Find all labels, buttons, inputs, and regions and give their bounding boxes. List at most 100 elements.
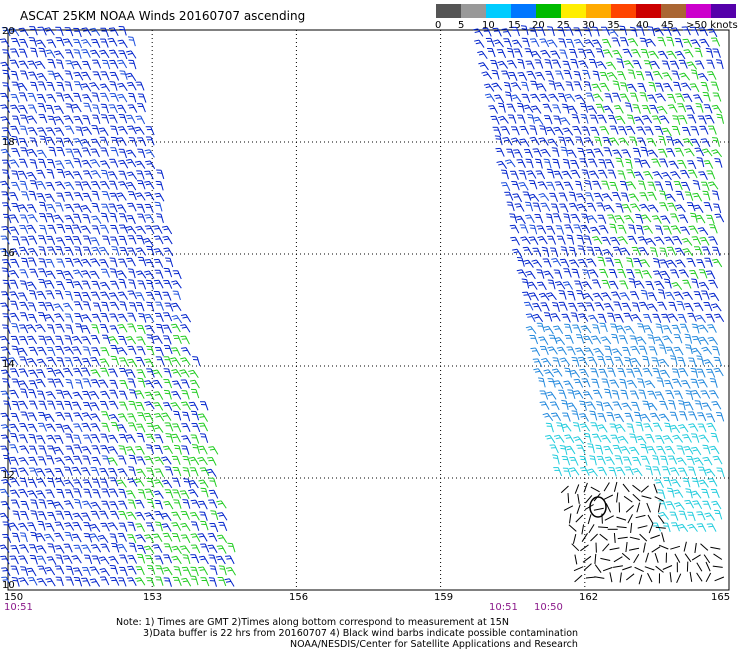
- wind-barb-flag: [110, 215, 116, 218]
- wind-barb: [58, 435, 64, 445]
- wind-barb-flag: [126, 511, 132, 514]
- wind-barb: [169, 258, 174, 268]
- wind-barb-flag: [55, 323, 61, 326]
- wind-barb-flag: [671, 282, 677, 285]
- wind-barb-flag: [664, 236, 670, 239]
- wind-barb: [85, 72, 91, 81]
- wind-barb: [151, 335, 155, 344]
- wind-barb: [5, 390, 11, 400]
- wind-barb: [709, 115, 715, 124]
- wind-barb: [23, 225, 29, 234]
- wind-barb: [679, 247, 685, 257]
- wind-barb: [88, 533, 93, 543]
- wind-barb-flag: [109, 173, 115, 176]
- wind-barb: [86, 500, 93, 509]
- wind-barb: [121, 544, 128, 553]
- wind-barb: [505, 70, 511, 80]
- wind-barb: [159, 270, 164, 279]
- wind-barb: [5, 479, 12, 488]
- wind-barb-flag: [216, 545, 222, 547]
- wind-barb: [552, 280, 556, 290]
- wind-barb: [93, 82, 100, 91]
- wind-barb: [67, 368, 74, 377]
- wind-barb: [130, 511, 137, 520]
- wind-barb-flag: [55, 504, 61, 507]
- wind-barb: [697, 204, 704, 214]
- wind-barb-flag: [127, 36, 133, 38]
- legend-label: 10: [482, 20, 495, 31]
- wind-barb-flag: [20, 30, 26, 32]
- wind-barb-flag: [556, 184, 562, 186]
- wind-barb-flag: [209, 547, 215, 549]
- wind-barb-flag: [164, 503, 170, 506]
- wind-barb: [703, 27, 708, 37]
- wind-barb-flag: [82, 370, 88, 372]
- wind-barb: [130, 73, 137, 82]
- wind-barb: [69, 434, 74, 443]
- wind-barb: [51, 512, 57, 521]
- wind-barb: [158, 248, 164, 257]
- wind-barb-flag: [145, 160, 151, 163]
- wind-barb: [165, 412, 172, 421]
- wind-barb-flag: [2, 570, 8, 572]
- wind-barb-flag: [46, 500, 52, 502]
- wind-barb: [114, 269, 118, 279]
- wind-barb-flag: [47, 370, 54, 373]
- wind-barb-flag: [474, 39, 480, 42]
- wind-barb-flag: [35, 39, 41, 42]
- wind-barb: [551, 236, 557, 245]
- wind-barb: [95, 215, 102, 224]
- wind-barb: [582, 60, 589, 69]
- wind-barb: [512, 114, 517, 124]
- wind-barb-flag: [536, 225, 542, 227]
- legend-label: 5: [458, 20, 465, 31]
- wind-barb-flag: [639, 203, 645, 207]
- wind-barb: [13, 390, 20, 399]
- wind-barb-flag: [171, 545, 177, 548]
- wind-barb: [175, 323, 181, 333]
- wind-barb: [130, 226, 137, 235]
- wind-barb-flag: [116, 479, 122, 482]
- wind-barb-flag: [616, 118, 622, 121]
- wind-barb-flag: [65, 503, 71, 505]
- wind-barb-flag: [27, 577, 33, 579]
- wind-barb-flag: [54, 369, 60, 372]
- wind-barb: [159, 522, 163, 532]
- wind-barb-flag: [601, 292, 607, 295]
- wind-barb: [4, 336, 10, 345]
- wind-barb-flag: [0, 434, 6, 437]
- wind-barb-flag: [83, 30, 89, 32]
- wind-barb-flag: [548, 41, 554, 45]
- wind-barb-flag: [37, 535, 43, 538]
- wind-barb-flag: [128, 293, 134, 295]
- wind-barb: [95, 291, 101, 301]
- wind-barb-flag: [683, 240, 689, 243]
- wind-barb: [530, 159, 534, 169]
- wind-barb: [43, 247, 47, 257]
- wind-barb: [591, 105, 598, 114]
- wind-barb-flag: [19, 301, 25, 304]
- wind-barb: [158, 291, 163, 301]
- wind-barb: [149, 160, 156, 170]
- wind-barb: [539, 159, 543, 169]
- wind-barb-flag: [600, 128, 607, 131]
- wind-barb: [701, 158, 705, 168]
- wind-barb: [665, 172, 672, 181]
- wind-barb-flag: [642, 216, 648, 220]
- wind-barb: [68, 346, 74, 355]
- wind-barb-flag: [109, 459, 115, 462]
- wind-barb: [618, 105, 624, 114]
- lat-lon-grid: [8, 30, 729, 590]
- wind-barb-flag: [512, 84, 518, 87]
- wind-barb-flag: [91, 359, 97, 362]
- wind-barb-flag: [615, 115, 621, 118]
- wind-barb-flag: [155, 521, 161, 523]
- wind-barb: [140, 115, 146, 125]
- wind-barb: [93, 391, 100, 400]
- wind-barb: [78, 192, 84, 201]
- wind-barb: [195, 434, 200, 444]
- wind-barb-flag: [2, 151, 8, 154]
- wind-barb: [148, 181, 155, 190]
- wind-barb: [85, 544, 92, 553]
- wind-barb: [167, 280, 173, 289]
